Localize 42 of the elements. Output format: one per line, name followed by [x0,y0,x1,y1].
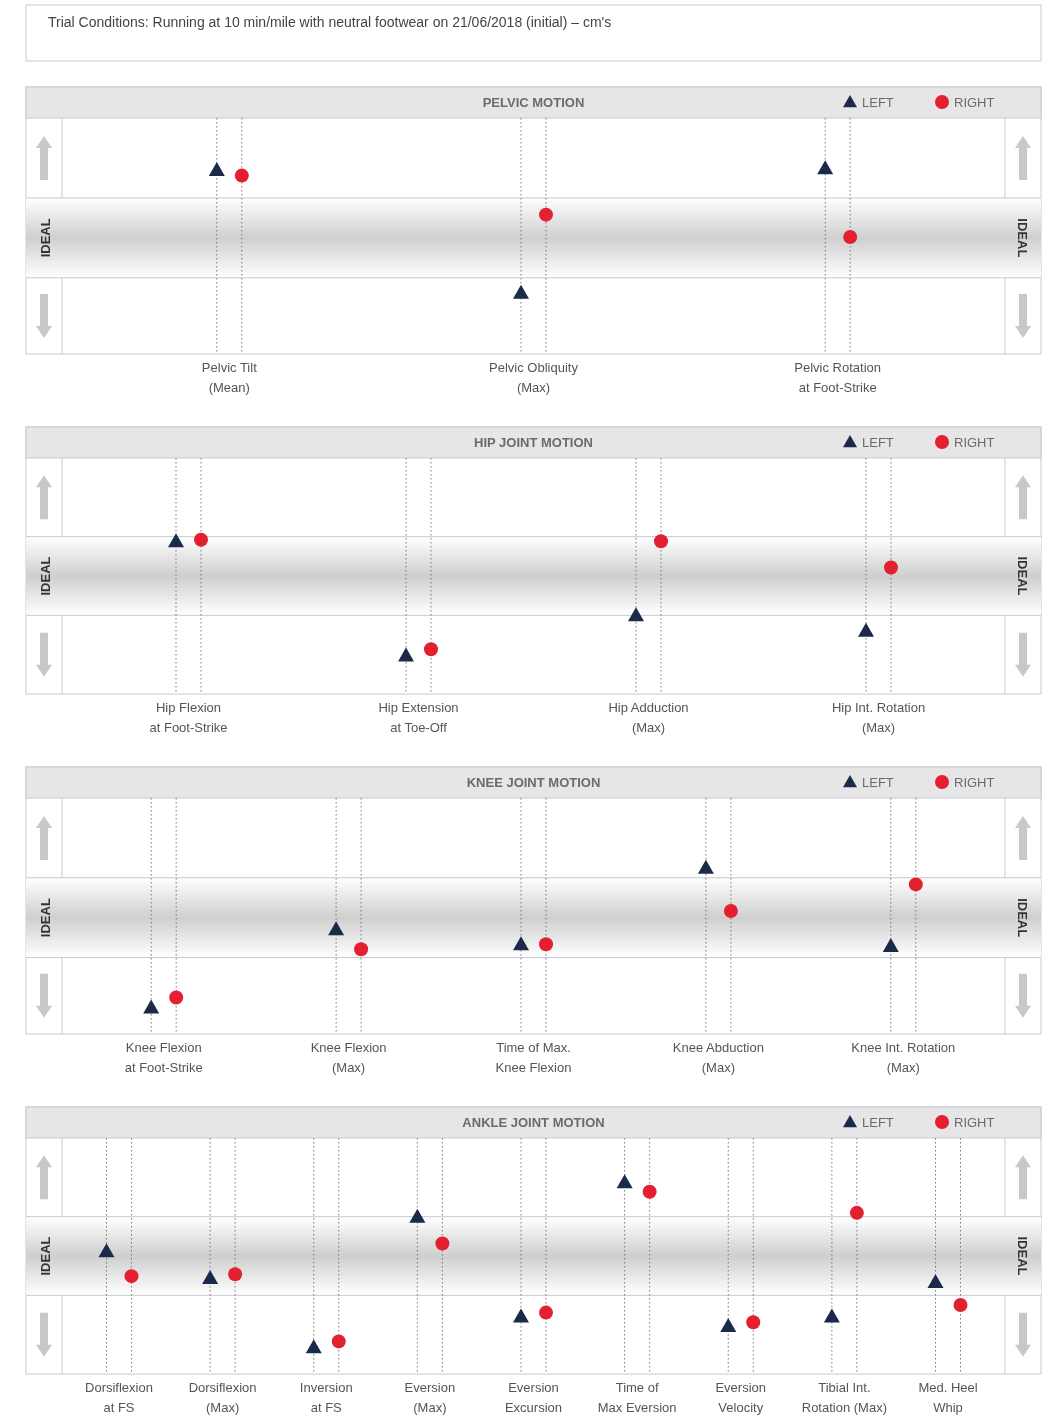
x-tick-label: Knee Flexion (Max) [310,1040,387,1075]
x-tick-label: Hip Adduction (Max) [608,700,689,735]
chart-title: KNEE JOINT MOTION [466,775,601,790]
x-tick-label: Pelvic Tilt (Mean) [201,360,258,395]
legend-label: LEFT [862,775,894,790]
legend-label: RIGHT [954,775,995,790]
x-tick-label: Eversion Excursion [504,1380,563,1415]
x-tick-label: Eversion Velocity [715,1380,767,1415]
legend-label: RIGHT [954,95,995,110]
text: IDEAL [38,1236,53,1276]
legend-label: LEFT [862,435,894,450]
x-tick-label: Pelvic Rotation at Foot-Strike [794,360,882,395]
legend-label: RIGHT [954,435,995,450]
band-label: IDEAL [1015,218,1030,258]
x-tick-label: Hip Extension at Toe-Off [378,700,459,735]
x-tick-label: Knee Abduction (Max) [672,1040,764,1075]
x-tick-label: Pelvic Obliquity (Max) [489,360,579,395]
legend-label: LEFT [862,1115,894,1130]
chart-title: HIP JOINT MOTION [474,435,593,450]
x-tick-label: Tibial Int. Rotation (Max) [801,1380,887,1415]
x-tick-label: Knee Flexion at Foot-Strike [124,1040,203,1075]
text: IDEAL [38,218,53,258]
x-tick-label: Time of Max. Knee Flexion [495,1040,572,1075]
x-tick-label: Dorsiflexion at FS [85,1380,153,1415]
x-tick-label: Inversion at FS [299,1380,353,1415]
x-tick-label: Dorsiflexion (Max) [188,1380,257,1415]
x-tick-label: Hip Flexion at Foot-Strike [149,700,228,735]
x-tick-label: Eversion (Max) [404,1380,456,1415]
chart-title: PELVIC MOTION [482,95,585,110]
x-tick-label: Hip Int. Rotation (Max) [831,700,926,735]
band-label: IDEAL [1015,1236,1030,1276]
band-label: IDEAL [1015,556,1030,596]
legend-label: LEFT [862,95,894,110]
band-label: IDEAL [1015,898,1030,938]
legend-label: RIGHT [954,1115,995,1130]
chart-title: ANKLE JOINT MOTION [462,1115,605,1130]
text: IDEAL [38,898,53,938]
x-tick-label: Knee Int. Rotation (Max) [851,1040,956,1075]
x-tick-label: Time of Max Eversion [597,1380,677,1415]
text: Trial Conditions: Running at 10 min/mile with neutral footwear on 21/06/2018 (initial) – cm's [48,14,612,30]
text: IDEAL [38,556,53,596]
x-tick-label: Med. Heel Whip [918,1380,978,1415]
